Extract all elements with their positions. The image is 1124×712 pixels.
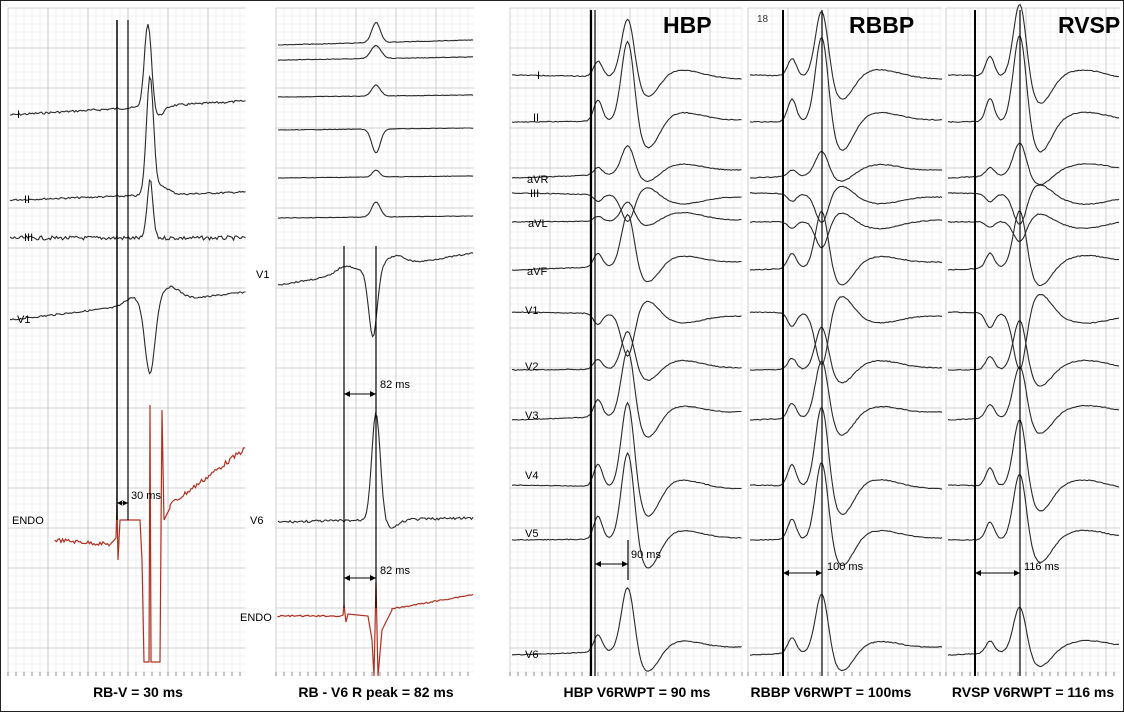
caption-hbp: HBP V6RWPT = 90 ms <box>563 684 711 700</box>
lead-label-p3-9: V4 <box>525 470 538 482</box>
lead-label-p1-2: III <box>24 232 33 244</box>
lead-label-p2-1: V6 <box>250 515 263 527</box>
trace-p4-lead-5 <box>749 212 943 249</box>
arrow-p4-rbbp <box>783 570 822 576</box>
lead-label-p1-1: II <box>24 194 30 206</box>
trace-p3-lead-12 <box>511 586 742 672</box>
trace-p5-lead-4 <box>948 184 1120 225</box>
trace-p2-endo <box>277 581 474 677</box>
ecg-grid-paper <box>7 7 1120 676</box>
trace-p3-lead-4 <box>511 187 742 223</box>
trace-p3-lead-8 <box>512 330 742 381</box>
trace-p2-row-1a <box>277 22 474 46</box>
lead-label-p3-2: aVR <box>527 174 548 186</box>
grid-panel-rb-v6 <box>275 7 474 676</box>
trace-p3-lead-6 <box>511 213 742 283</box>
trace-p5-lead-3 <box>947 142 1120 186</box>
arrow-p2-upper <box>344 391 376 397</box>
lead-label-p1-4: ENDO <box>12 515 44 527</box>
trace-p3-lead-7 <box>511 300 742 357</box>
trace-p5-lead-8 <box>947 320 1120 387</box>
measure-p2-upper: 82 ms <box>380 379 410 391</box>
panel-title-rbbp: RBBP <box>849 12 915 38</box>
arrow-p2-lower <box>344 575 376 581</box>
trace-p2-row-4 <box>277 169 474 179</box>
lead-label-p3-4: aVL <box>528 218 548 230</box>
lead-label-p3-7: V2 <box>525 361 538 373</box>
grid-panel-rvsp <box>945 7 1120 676</box>
trace-p4-lead-12 <box>749 593 943 672</box>
arrow-p3-hbp <box>595 561 628 567</box>
trace-p5-lead-10 <box>947 419 1120 512</box>
grid-panel-hbp <box>509 7 743 676</box>
trace-p3-lead-10 <box>512 401 742 517</box>
grid-panel-rbbp <box>747 7 942 676</box>
trace-p5-lead-6 <box>947 210 1120 287</box>
measure-p4: 100 ms <box>827 561 864 573</box>
frame-number: 18 <box>757 14 769 25</box>
lead-label-p1-0: I <box>17 109 20 121</box>
caption-rvsp: RVSP V6RWPT = 116 ms <box>951 684 1115 700</box>
panel-title-rvsp: RVSP <box>1058 12 1121 38</box>
lead-label-p3-8: V3 <box>525 410 538 422</box>
trace-p5-lead-7 <box>947 294 1120 370</box>
trace-p4-lead-7 <box>749 295 943 366</box>
trace-p3-lead-9 <box>511 349 742 438</box>
lead-label-p3-1: II <box>533 112 539 124</box>
trace-p5-lead-11 <box>947 473 1120 563</box>
trace-p4-lead-2 <box>749 36 943 152</box>
lead-label-p3-10: V5 <box>525 528 538 540</box>
trace-p3-lead-3 <box>511 145 742 182</box>
lead-label-p3-3: III <box>530 188 539 200</box>
measure-p1: 30 ms <box>131 490 161 502</box>
grid-panel-rb-v <box>7 7 246 676</box>
trace-p2-row-2 <box>277 84 474 98</box>
lead-label-p3-11: V6 <box>525 649 538 661</box>
timing-markers <box>116 10 1021 676</box>
trace-p2-row-5 <box>277 201 474 219</box>
trace-p4-lead-11 <box>749 461 943 566</box>
arrow-p1-rb-v <box>117 500 128 506</box>
measure-p5: 116 ms <box>1024 561 1060 573</box>
trace-p4-lead-3 <box>749 150 943 182</box>
trace-p3-lead-11 <box>511 451 742 569</box>
lead-labels: IIIIIIV1ENDOV1V6ENDOIIIaVRIIIaVLaVFV1V2V… <box>12 70 1060 661</box>
lead-label-p2-0: V1 <box>256 269 269 281</box>
trace-p3-lead-2 <box>511 40 742 149</box>
trace-p5-lead-12 <box>947 606 1120 668</box>
trace-p3-lead-1 <box>511 18 742 97</box>
panel-title-hbp: HBP <box>663 12 712 38</box>
measure-p3: 90 ms <box>631 549 661 561</box>
trace-p3-lead-5 <box>511 201 742 226</box>
lead-label-p3-0: I <box>537 70 540 82</box>
trace-p5-lead-9 <box>947 365 1120 434</box>
lead-label-p2-2: ENDO <box>240 612 272 624</box>
lead-label-p3-6: V1 <box>525 305 538 317</box>
trace-p5-lead-1 <box>947 3 1120 104</box>
ecg-traces <box>9 3 1120 677</box>
trace-p5-lead-2 <box>948 34 1120 153</box>
trace-p5-lead-5 <box>947 213 1120 242</box>
measure-p2-lower: 82 ms <box>380 565 410 577</box>
trace-p2-row-3 <box>277 127 474 154</box>
caption-rb-v6: RB - V6 R peak = 82 ms <box>298 684 454 700</box>
trace-p4-lead-10 <box>750 406 943 515</box>
caption-rbbp: RBBP V6RWPT = 100ms <box>750 684 912 700</box>
trace-p1-endo <box>54 404 246 663</box>
trace-p2-row-1b <box>277 44 473 61</box>
caption-rb-v: RB-V = 30 ms <box>93 684 183 700</box>
lead-label-p3-5: aVF <box>527 266 547 278</box>
arrow-p5-rvsp <box>975 570 1020 576</box>
lead-label-p1-3: V1 <box>17 314 30 326</box>
